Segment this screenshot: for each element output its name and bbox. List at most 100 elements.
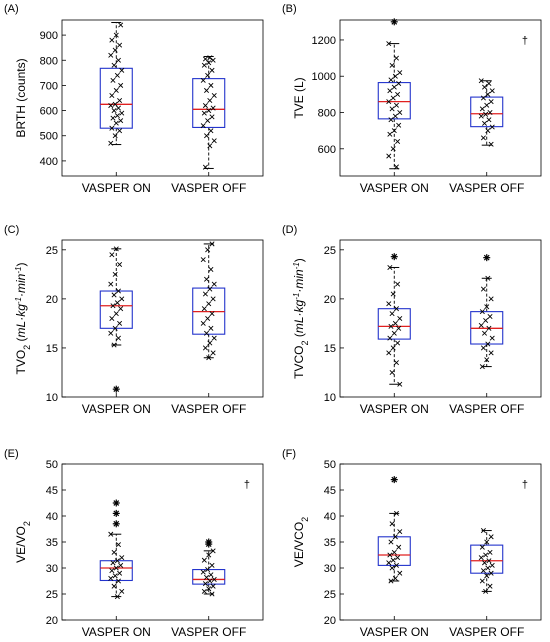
data-point: [207, 55, 213, 61]
data-point: [397, 315, 403, 322]
data-point: [488, 350, 494, 356]
data-point: [201, 110, 207, 116]
y-tick-label: 800: [40, 55, 58, 67]
data-point: [389, 521, 395, 527]
data-point: [487, 549, 493, 555]
data-point: [395, 91, 401, 97]
iqr-box: [192, 569, 226, 585]
data-point: [386, 99, 392, 105]
data-point: [115, 335, 121, 341]
data-point: [393, 55, 399, 61]
data-point: [478, 113, 484, 119]
data-point: [114, 558, 120, 564]
data-point: [480, 568, 486, 574]
data-point: [204, 574, 210, 580]
data-point: [488, 534, 494, 540]
data-point: [482, 330, 488, 336]
y-tick-label: 25: [324, 245, 336, 257]
data-point: [488, 296, 494, 302]
data-point: [211, 576, 217, 582]
data-point: [208, 82, 214, 88]
box-vasper-off: [192, 55, 226, 170]
box-vasper-on: [377, 18, 411, 170]
data-point: [207, 286, 213, 292]
data-point: [113, 565, 119, 571]
data-point: [209, 114, 215, 120]
data-point: [393, 360, 399, 366]
y-tick-label: 50: [46, 459, 58, 471]
data-point: [483, 317, 489, 323]
y-tick-label: 1000: [312, 71, 336, 83]
data-point: [204, 276, 210, 282]
data-point: [397, 529, 403, 535]
outlier-point: [390, 253, 398, 261]
data-point: [483, 552, 489, 558]
data-point: [202, 56, 208, 62]
y-tick-label: 20: [46, 294, 58, 306]
data-point: [108, 52, 114, 58]
x-tick-label: VASPER ON: [82, 625, 151, 639]
data-point: [207, 340, 213, 346]
y-tick-label: 10: [324, 392, 336, 404]
y-tick-label: 600: [40, 106, 58, 118]
data-point: [207, 97, 213, 104]
data-point: [393, 164, 399, 170]
data-point: [209, 67, 215, 73]
box-vasper-off: [470, 254, 504, 370]
data-point: [112, 133, 118, 139]
data-point: [206, 355, 212, 361]
box-vasper-on: [99, 499, 133, 600]
box-vasper-off: [192, 538, 226, 597]
data-point: [205, 247, 211, 253]
data-point: [480, 345, 486, 351]
iqr-box: [377, 536, 411, 566]
panel-d: (D) 10 15 20 25 VASPER ON VASPER OFF TVCO2 (mL·…: [282, 224, 542, 416]
iqr-box: [377, 308, 411, 340]
plot-frame: [339, 463, 542, 621]
data-point: [112, 325, 118, 331]
data-point: [111, 108, 117, 114]
data-point: [202, 103, 208, 109]
data-point: [118, 118, 124, 124]
y-tick-label: 30: [324, 563, 336, 575]
y-tick-label: 25: [46, 589, 58, 601]
data-point: [210, 350, 216, 356]
significance-dagger: †: [522, 479, 528, 491]
data-point: [389, 565, 395, 571]
data-point: [479, 309, 485, 315]
data-point: [108, 531, 114, 537]
data-point: [200, 77, 206, 83]
plot-frame: [339, 239, 542, 398]
data-point: [486, 325, 492, 331]
data-point: [114, 594, 120, 600]
data-point: [387, 264, 393, 270]
data-point: [108, 103, 114, 109]
data-point: [206, 108, 212, 114]
outlier-point: [483, 254, 491, 262]
data-point: [389, 369, 395, 375]
x-tick-label: VASPER OFF: [171, 402, 246, 416]
data-point: [478, 78, 484, 84]
y-tick-label: 600: [318, 144, 336, 156]
data-point: [387, 335, 393, 341]
data-point: [117, 262, 123, 268]
data-point: [393, 510, 399, 516]
data-point: [210, 57, 216, 63]
data-point: [386, 41, 392, 47]
data-point: [484, 539, 490, 545]
y-tick-label: 1200: [312, 35, 336, 47]
y-axis-label: TVO2 (mL·kg-1·min-1): [14, 263, 33, 375]
panel-label: (C): [4, 224, 19, 236]
y-tick-label: 15: [46, 343, 58, 355]
data-point: [113, 32, 119, 38]
x-tick-label: VASPER OFF: [449, 625, 524, 639]
data-point: [485, 91, 491, 97]
data-point: [209, 241, 215, 247]
data-point: [210, 548, 216, 554]
data-point: [489, 124, 495, 130]
box-vasper-off: [470, 528, 504, 594]
data-point: [110, 77, 116, 83]
data-point: [205, 315, 211, 322]
data-point: [482, 84, 488, 90]
